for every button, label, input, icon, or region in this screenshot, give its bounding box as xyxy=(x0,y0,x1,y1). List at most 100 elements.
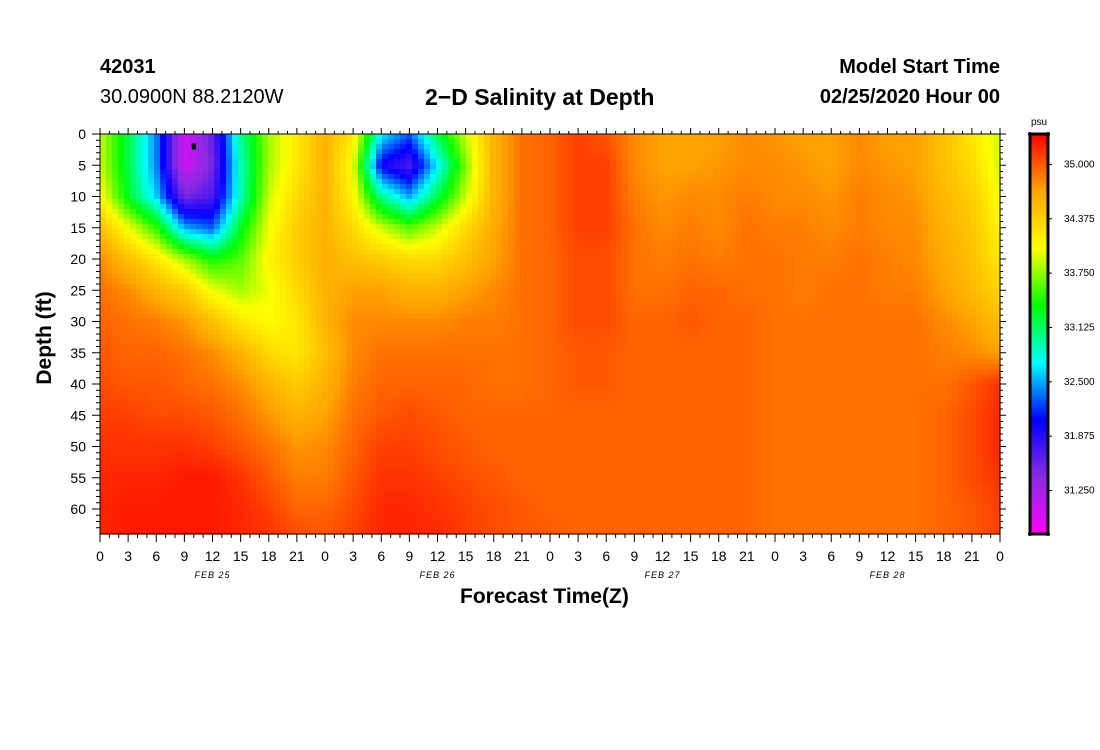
heatmap-cell xyxy=(898,269,905,275)
heatmap-cell xyxy=(922,189,929,195)
heatmap-cell xyxy=(868,204,875,210)
heatmap-cell xyxy=(304,214,311,220)
heatmap-cell xyxy=(676,134,683,140)
heatmap-cell xyxy=(166,259,173,265)
heatmap-cell xyxy=(892,154,899,160)
heatmap-cell xyxy=(304,289,311,295)
heatmap-cell xyxy=(382,144,389,150)
heatmap-cell xyxy=(820,149,827,155)
heatmap-cell xyxy=(874,294,881,300)
heatmap-cell xyxy=(496,144,503,150)
heatmap-cell xyxy=(184,159,191,165)
heatmap-cell xyxy=(268,269,275,275)
heatmap-cell xyxy=(790,279,797,285)
heatmap-cell xyxy=(922,169,929,175)
heatmap-cell xyxy=(112,199,119,205)
heatmap-cell xyxy=(958,289,965,295)
heatmap-cell xyxy=(478,204,485,210)
heatmap-cell xyxy=(856,229,863,235)
heatmap-cell xyxy=(154,214,161,220)
heatmap-cell xyxy=(526,149,533,155)
heatmap-cell xyxy=(508,199,515,205)
heatmap-cell xyxy=(754,224,761,230)
heatmap-cell xyxy=(466,239,473,245)
heatmap-cell xyxy=(586,244,593,250)
heatmap-cell xyxy=(370,219,377,225)
heatmap-cell xyxy=(166,299,173,305)
heatmap-cell xyxy=(916,214,923,220)
heatmap-cell xyxy=(616,264,623,270)
heatmap-cell xyxy=(826,284,833,290)
heatmap-cell xyxy=(184,134,191,140)
heatmap-cell xyxy=(448,204,455,210)
heatmap-cell xyxy=(622,279,629,285)
heatmap-cell xyxy=(244,174,251,180)
heatmap-cell xyxy=(976,234,983,240)
heatmap-cell xyxy=(724,254,731,260)
heatmap-cell xyxy=(220,164,227,170)
heatmap-cell xyxy=(634,179,641,185)
heatmap-cell xyxy=(778,294,785,300)
heatmap-cell xyxy=(268,299,275,305)
heatmap-cell xyxy=(604,284,611,290)
heatmap-cell xyxy=(808,194,815,200)
heatmap-cell xyxy=(826,174,833,180)
heatmap-cell xyxy=(262,189,269,195)
heatmap-cell xyxy=(508,284,515,290)
heatmap-cell xyxy=(196,234,203,240)
heatmap-cell xyxy=(736,189,743,195)
heatmap-cell xyxy=(268,184,275,190)
heatmap-cell xyxy=(712,279,719,285)
heatmap-cell xyxy=(880,294,887,300)
heatmap-cell xyxy=(604,174,611,180)
heatmap-cell xyxy=(316,134,323,140)
heatmap-cell xyxy=(658,174,665,180)
heatmap-cell xyxy=(460,239,467,245)
heatmap-cell xyxy=(400,184,407,190)
heatmap-cell xyxy=(706,199,713,205)
heatmap-cell xyxy=(394,189,401,195)
heatmap-cell xyxy=(910,209,917,215)
heatmap-cell xyxy=(982,214,989,220)
heatmap-cell xyxy=(586,184,593,190)
heatmap-cell xyxy=(628,214,635,220)
heatmap-cell xyxy=(814,269,821,275)
heatmap-cell xyxy=(922,249,929,255)
heatmap-cell xyxy=(514,294,521,300)
heatmap-cell xyxy=(646,254,653,260)
heatmap-cell xyxy=(532,244,539,250)
heatmap-cell xyxy=(694,204,701,210)
heatmap-cell xyxy=(400,139,407,145)
heatmap-cell xyxy=(346,234,353,240)
heatmap-cell xyxy=(430,214,437,220)
heatmap-cell xyxy=(280,289,287,295)
heatmap-cell xyxy=(112,284,119,290)
heatmap-cell xyxy=(364,264,371,270)
heatmap-cell xyxy=(574,159,581,165)
heatmap-cell xyxy=(130,209,137,215)
heatmap-cell xyxy=(844,294,851,300)
heatmap-cell xyxy=(760,224,767,230)
heatmap-cell xyxy=(328,239,335,245)
heatmap-cell xyxy=(190,174,197,180)
heatmap-cell xyxy=(580,204,587,210)
heatmap-cell xyxy=(928,194,935,200)
heatmap-cell xyxy=(664,229,671,235)
heatmap-cell xyxy=(754,169,761,175)
heatmap-cell xyxy=(112,179,119,185)
heatmap-cell xyxy=(250,224,257,230)
heatmap-cell xyxy=(700,184,707,190)
heatmap-cell xyxy=(766,239,773,245)
heatmap-cell xyxy=(790,154,797,160)
heatmap-cell xyxy=(766,234,773,240)
heatmap-cell xyxy=(694,159,701,165)
heatmap-cell xyxy=(352,199,359,205)
heatmap-cell xyxy=(952,249,959,255)
heatmap-cell xyxy=(370,294,377,300)
heatmap-cell xyxy=(214,174,221,180)
heatmap-cell xyxy=(172,204,179,210)
heatmap-cell xyxy=(154,139,161,145)
heatmap-cell xyxy=(724,269,731,275)
heatmap-cell xyxy=(130,254,137,260)
heatmap-cell xyxy=(442,219,449,225)
